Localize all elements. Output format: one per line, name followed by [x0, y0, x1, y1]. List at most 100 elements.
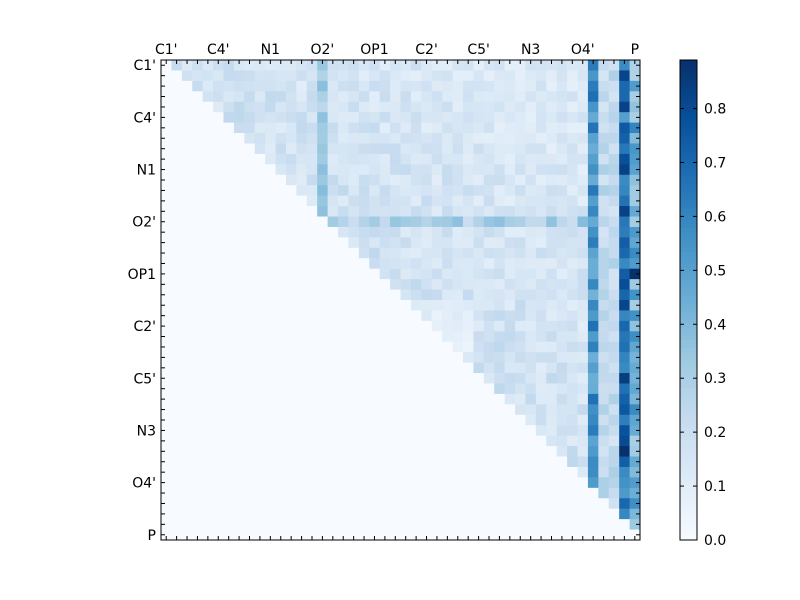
heatmap-cell [619, 331, 631, 343]
heatmap-cell [462, 477, 474, 489]
heatmap-cell [577, 237, 589, 249]
heatmap-cell [161, 80, 172, 92]
heatmap-cell [619, 195, 631, 207]
heatmap-cell [161, 101, 172, 113]
heatmap-cell [587, 153, 599, 165]
heatmap-cell [161, 498, 172, 510]
heatmap-cell [348, 310, 360, 322]
colorbar-gradient-step [680, 272, 697, 277]
heatmap-cell [598, 247, 610, 259]
heatmap-cell [348, 529, 360, 541]
heatmap-cell [223, 425, 235, 437]
heatmap-cell [390, 268, 401, 280]
heatmap-cell [317, 320, 329, 332]
heatmap-cell [265, 174, 277, 186]
heatmap-cell [233, 477, 245, 489]
heatmap-cell [379, 268, 391, 280]
heatmap-cell [608, 268, 620, 280]
heatmap-cell [202, 466, 214, 478]
heatmap-cell [400, 341, 412, 353]
heatmap-cell [400, 226, 412, 238]
heatmap-cell [567, 70, 579, 82]
heatmap-cell [275, 206, 287, 218]
heatmap-cell [161, 133, 172, 144]
heatmap-cell [338, 404, 349, 416]
heatmap-cell [535, 216, 547, 228]
heatmap-cell [421, 487, 433, 499]
heatmap-cell [556, 341, 568, 353]
heatmap-cell [431, 373, 443, 384]
heatmap-cell [306, 373, 318, 384]
heatmap-cell [202, 122, 214, 134]
heatmap-cell [306, 185, 318, 197]
colorbar-tick-label: 0.0 [704, 533, 726, 549]
heatmap-cell [535, 80, 547, 92]
heatmap-cell [317, 362, 329, 374]
heatmap-cell [181, 80, 193, 92]
heatmap-cell [598, 237, 610, 249]
heatmap-cell [421, 70, 433, 82]
heatmap-cell [296, 195, 308, 207]
heatmap-cell [296, 237, 308, 249]
heatmap-cell [348, 60, 360, 71]
colorbar-gradient-step [680, 176, 697, 181]
heatmap-cell [567, 310, 579, 322]
heatmap-cell [494, 435, 506, 447]
heatmap-cell [546, 498, 558, 510]
heatmap-cell [275, 174, 287, 186]
colorbar-gradient-step [680, 448, 697, 453]
heatmap-cell [213, 466, 224, 478]
heatmap-cell [546, 456, 558, 468]
heatmap-cell [473, 80, 485, 92]
heatmap-cell [452, 320, 464, 332]
heatmap-cell [577, 320, 589, 332]
heatmap-cell [192, 446, 204, 458]
heatmap-cell [244, 393, 256, 405]
colorbar-gradient-step [680, 344, 697, 349]
heatmap-cell [515, 393, 526, 405]
heatmap-cell [338, 80, 349, 92]
heatmap-cell [567, 498, 579, 510]
heatmap-cell [213, 529, 224, 541]
heatmap-cell [598, 122, 610, 134]
heatmap-cell [452, 133, 464, 144]
heatmap-cell [473, 373, 485, 384]
heatmap-cell [556, 331, 568, 343]
heatmap-cell [504, 466, 516, 478]
heatmap-cell [223, 143, 235, 155]
heatmap-cell [598, 153, 610, 165]
x-tick-label: O4' [571, 42, 595, 58]
heatmap-cell [379, 216, 391, 228]
heatmap-cell [161, 487, 172, 499]
heatmap-cell [233, 456, 245, 468]
heatmap-cell [546, 247, 558, 259]
heatmap-cell [244, 60, 256, 71]
heatmap-cell [504, 456, 516, 468]
heatmap-cell [608, 60, 620, 71]
heatmap-cell [244, 362, 256, 374]
heatmap-cell [619, 300, 631, 311]
heatmap-cell [587, 331, 599, 343]
heatmap-cell [358, 456, 370, 468]
heatmap-cell [296, 362, 308, 374]
heatmap-cell [327, 112, 339, 124]
colorbar-gradient-step [680, 292, 697, 297]
y-tick-label: C2' [133, 319, 156, 335]
heatmap-cell [619, 373, 631, 384]
heatmap-cell [358, 466, 370, 478]
heatmap-cell [244, 247, 256, 259]
heatmap-cell [379, 143, 391, 155]
colorbar-gradient-step [680, 208, 697, 213]
heatmap-cell [379, 466, 391, 478]
heatmap-cell [223, 393, 235, 405]
heatmap-cell [587, 362, 599, 374]
heatmap-cell [265, 300, 277, 311]
heatmap-cell [431, 226, 443, 238]
heatmap-cell [254, 362, 266, 374]
heatmap-cell [556, 477, 568, 489]
heatmap-cell [515, 80, 526, 92]
heatmap-cell [452, 519, 464, 531]
heatmap-cell [608, 498, 620, 510]
heatmap-cell [473, 195, 485, 207]
heatmap-cell [410, 331, 422, 343]
